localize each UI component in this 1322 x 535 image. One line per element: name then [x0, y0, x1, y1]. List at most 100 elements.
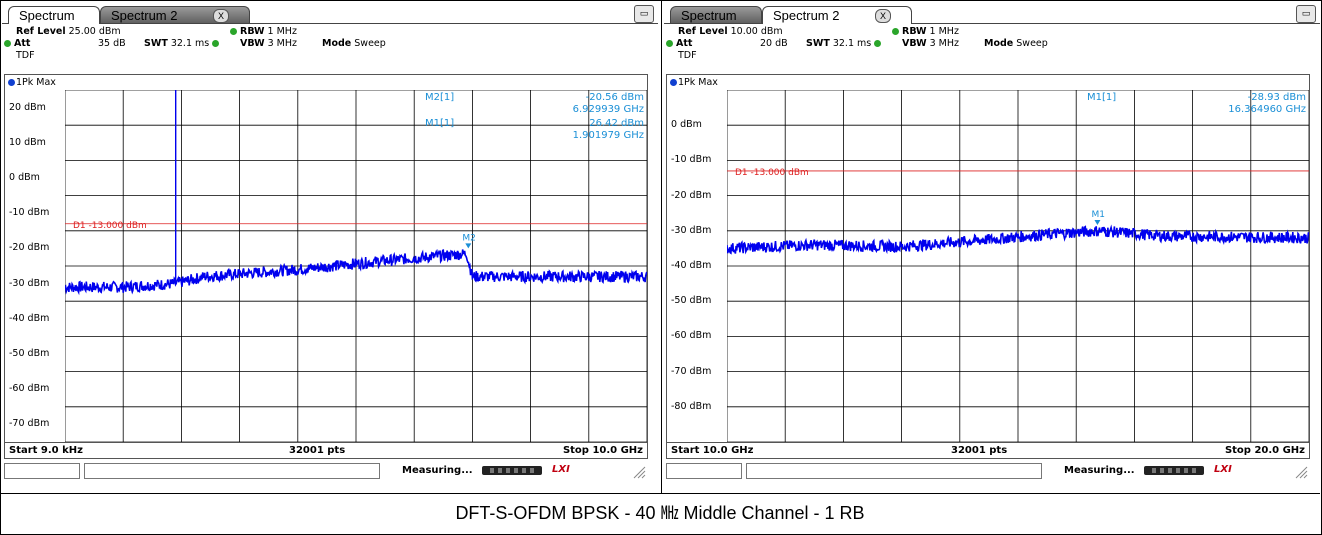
sweep-points: 32001 pts — [951, 445, 1008, 456]
lxi-icon: LXI — [552, 464, 570, 475]
status-message-field[interactable] — [746, 463, 1042, 479]
status-field[interactable] — [666, 463, 742, 479]
marker-name: M2[1] — [425, 92, 454, 103]
lxi-icon: LXI — [1214, 464, 1232, 475]
status-message-field[interactable] — [84, 463, 380, 479]
status-bar: Measuring... LXI — [4, 461, 648, 481]
tab-label: Spectrum 2 — [111, 8, 178, 23]
y-tick-label: -60 dBm — [671, 330, 712, 342]
stop-frequency: Stop 10.0 GHz — [562, 445, 643, 456]
status-dot-icon — [874, 40, 882, 47]
analyzer-panel-left: Spectrum Spectrum 2 X ▭ Ref Level 25.00 d… — [2, 2, 658, 491]
sweep-time: SWT 32.1 ms — [144, 38, 222, 49]
analyzer-panel-right: Spectrum Spectrum 2 X ▭ Ref Level 10.00 d… — [664, 2, 1320, 491]
marker-frequency: 6.929939 GHz — [573, 104, 644, 115]
marker-frequency: 16.364960 GHz — [1228, 104, 1306, 115]
tab-spectrum[interactable]: Spectrum — [670, 6, 762, 24]
measuring-status: Measuring... — [402, 465, 473, 476]
y-tick-label: -30 dBm — [9, 277, 50, 289]
status-dot-icon — [892, 28, 899, 35]
tab-bar: Spectrum Spectrum 2 X ▭ — [2, 2, 658, 24]
y-tick-label: -70 dBm — [671, 365, 712, 377]
display-config-icon[interactable]: ▭ — [634, 5, 654, 23]
marker-tag-label: M1 — [1091, 210, 1105, 220]
start-frequency: Start 10.0 GHz — [671, 445, 754, 456]
y-tick-label: -70 dBm — [9, 418, 50, 430]
y-tick-label: -50 dBm — [671, 295, 712, 307]
attenuation-value: 35 dB — [98, 38, 126, 49]
status-dot-icon — [230, 28, 237, 35]
status-dot-icon — [666, 40, 673, 47]
trace-dot-icon — [670, 79, 677, 86]
ref-level: Ref Level 10.00 dBm — [678, 26, 783, 37]
caption-divider — [0, 493, 1320, 494]
tab-label: Spectrum 2 — [773, 8, 840, 23]
resize-grip-icon[interactable] — [1294, 463, 1308, 479]
plot-footer: Start 9.0 kHz 32001 pts Stop 10.0 GHz — [5, 442, 647, 459]
tab-spectrum[interactable]: Spectrum — [8, 6, 100, 24]
trace-line — [727, 224, 1309, 255]
rbw: RBW 1 MHz — [892, 26, 959, 37]
tab-label: Spectrum — [19, 8, 75, 23]
marker-name: M1[1] — [425, 118, 454, 129]
y-tick-label: -40 dBm — [671, 260, 712, 271]
sweep-points: 32001 pts — [289, 445, 346, 456]
close-icon[interactable]: X — [875, 9, 891, 23]
spectrum-plot: D1 -13.000 dBm M1 M1[1] -28.93 dBm16.364960… — [727, 90, 1309, 442]
attenuation-value: 20 dB — [760, 38, 788, 49]
y-tick-label: -10 dBm — [671, 154, 712, 166]
display-config-icon[interactable]: ▭ — [1296, 5, 1316, 23]
spectrum-display[interactable]: 1Pk Max 20 dBm 10 dBm 0 dBm -10 dBm -20 dBm -… — [4, 74, 648, 459]
y-tick-label: -40 dBm — [9, 312, 50, 324]
y-tick-label: 10 dBm — [9, 136, 46, 148]
tab-underline — [2, 23, 658, 24]
y-tick-label: -20 dBm — [671, 189, 712, 201]
rbw: RBW 1 MHz — [230, 26, 297, 37]
y-tick-label: -80 dBm — [671, 400, 712, 412]
y-tick-label: 0 dBm — [9, 172, 40, 183]
y-tick-label: -20 dBm — [9, 242, 50, 254]
y-tick-label: -30 dBm — [671, 224, 712, 236]
progress-bar — [482, 466, 542, 475]
marker-triangle-icon[interactable] — [1094, 220, 1101, 226]
close-icon[interactable]: X — [213, 9, 229, 23]
panel-divider — [661, 0, 662, 493]
resize-grip-icon[interactable] — [632, 463, 646, 479]
limit-label: D1 -13.000 dBm — [735, 168, 809, 178]
vbw: VBW 3 MHz — [902, 38, 959, 49]
mode: Mode Sweep — [984, 38, 1048, 49]
marker-level: -28.93 dBm — [1248, 92, 1306, 103]
vbw: VBW 3 MHz — [240, 38, 297, 49]
trace-dot-icon — [8, 79, 15, 86]
trace-label: 1Pk Max — [670, 77, 718, 88]
tab-label: Spectrum — [681, 8, 737, 23]
status-field[interactable] — [4, 463, 80, 479]
tdf-label: TDF — [678, 50, 697, 61]
progress-bar — [1144, 466, 1204, 475]
tdf-label: TDF — [16, 50, 35, 61]
tab-spectrum-2[interactable]: Spectrum 2 X — [100, 6, 250, 24]
ref-level: Ref Level 25.00 dBm — [16, 26, 121, 37]
y-tick-label: -50 dBm — [9, 348, 50, 359]
marker-frequency: 1.901979 GHz — [573, 130, 644, 141]
trace-line — [65, 248, 647, 296]
spectrum-plot: D1 -13.000 dBmM1M2M2[1]-20.56 dBm6.92993… — [65, 90, 647, 442]
y-tick-label: 0 dBm — [671, 119, 702, 131]
tab-spectrum-2[interactable]: Spectrum 2 X — [762, 6, 912, 24]
spectrum-display[interactable]: 1Pk Max 0 dBm -10 dBm -20 dBm -30 dBm -40 dB… — [666, 74, 1310, 459]
status-dot-icon — [212, 40, 220, 47]
marker-triangle-icon[interactable] — [465, 243, 472, 249]
trace-label: 1Pk Max — [8, 77, 56, 88]
y-tick-label: -60 dBm — [9, 383, 50, 395]
marker-tag-label: M2 — [462, 233, 476, 243]
start-frequency: Start 9.0 kHz — [9, 445, 83, 456]
marker-level: -20.56 dBm — [586, 92, 644, 103]
sweep-time: SWT 32.1 ms — [806, 38, 884, 49]
mode: Mode Sweep — [322, 38, 386, 49]
y-tick-label: -10 dBm — [9, 207, 50, 219]
tab-underline — [664, 23, 1320, 24]
marker-name: M1[1] — [1087, 92, 1116, 103]
y-tick-label: 20 dBm — [9, 101, 46, 113]
limit-label: D1 -13.000 dBm — [73, 221, 147, 231]
plot-footer: Start 10.0 GHz 32001 pts Stop 20.0 GHz — [667, 442, 1309, 459]
